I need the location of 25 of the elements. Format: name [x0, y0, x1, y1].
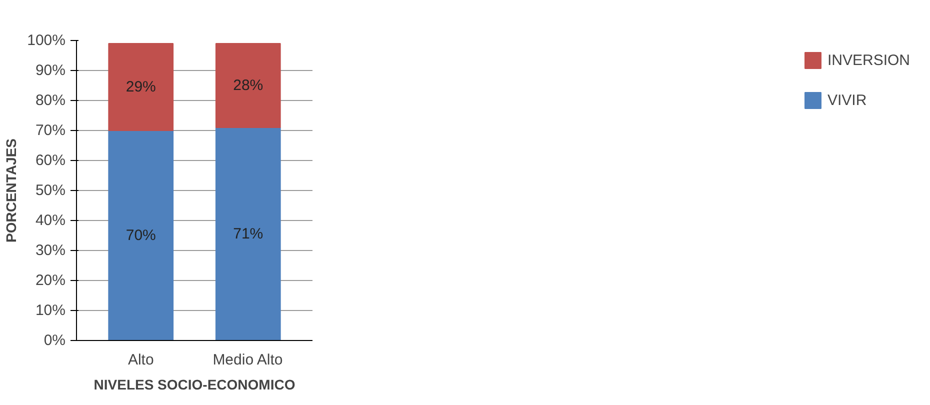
y-tick-label: 30%: [35, 242, 66, 259]
y-tick-label: 100%: [27, 32, 66, 49]
y-tick-label: 20%: [35, 272, 66, 289]
y-tick-label: 70%: [35, 122, 66, 139]
y-tick-label: 10%: [35, 302, 66, 319]
x-tick-label: Alto: [128, 352, 154, 368]
data-label: 28%: [233, 77, 264, 94]
legend-label: VIVIR: [827, 92, 867, 108]
data-label: 70%: [126, 227, 156, 244]
y-tick-label: 0%: [44, 332, 66, 349]
y-axis-title: PORCENTAJES: [3, 138, 20, 242]
data-label: 71%: [233, 226, 264, 242]
x-tick-label: Medio Alto: [212, 352, 283, 368]
bar: [108, 130, 174, 340]
data-label: 29%: [126, 78, 156, 96]
y-tick-label: 80%: [35, 92, 66, 109]
legend-label: INVERSION: [827, 52, 910, 68]
bar: [215, 127, 281, 340]
bar: [215, 43, 281, 128]
y-tick-label: 40%: [35, 212, 66, 229]
y-tick-label: 90%: [35, 62, 66, 79]
x-axis-title: NIVELES SOCIO-ECONOMICO: [94, 376, 296, 392]
bar: [108, 43, 174, 131]
y-tick-label: 60%: [35, 152, 66, 169]
y-tick-label: 50%: [35, 182, 66, 199]
